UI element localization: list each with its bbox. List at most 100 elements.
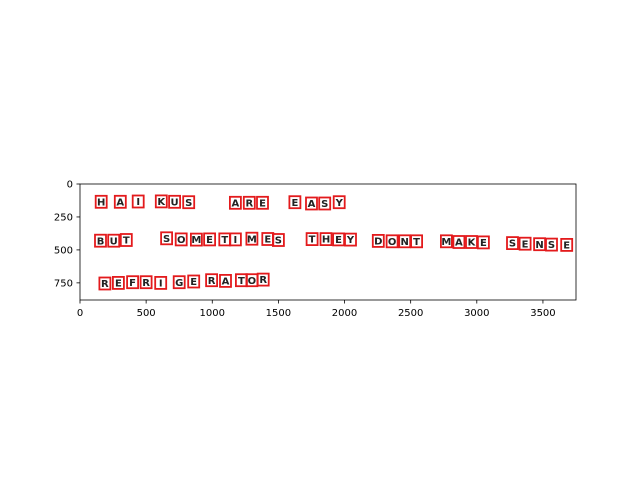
x-tick-label: 2500	[398, 308, 423, 319]
glyph-annotation: E	[187, 274, 201, 289]
glyph-letter: I	[159, 279, 163, 290]
glyph-letter: H	[322, 235, 330, 246]
bounding-box	[439, 234, 453, 249]
glyph-letter: I	[234, 235, 238, 246]
glyph-letter: R	[208, 276, 216, 287]
bounding-box	[172, 275, 186, 290]
glyph-annotation: I	[131, 194, 145, 209]
glyph-letter: E	[264, 235, 271, 246]
glyph-letter: O	[177, 235, 186, 246]
bounding-box	[506, 236, 519, 251]
bounding-box	[119, 233, 133, 247]
glyph-annotation: R	[98, 276, 112, 291]
glyph-letter: E	[563, 241, 570, 252]
bounding-box	[410, 234, 424, 249]
glyph-letter: T	[413, 237, 420, 248]
bounding-box	[174, 232, 188, 247]
glyph-annotation: R	[256, 272, 270, 287]
glyph-annotation: S	[545, 237, 558, 252]
bounding-box	[182, 195, 196, 210]
bounding-box	[203, 232, 217, 247]
bounding-box	[319, 232, 333, 247]
bounding-box	[452, 235, 466, 249]
x-tick-label: 3500	[530, 308, 555, 319]
glyph-annotation: T	[119, 233, 133, 247]
y-tick-label: 250	[54, 212, 73, 223]
glyph-letter: U	[110, 236, 118, 247]
y-axis: 0 250 500 750	[54, 180, 80, 289]
glyph-annotation: K	[154, 194, 168, 209]
glyph-annotation: R	[205, 273, 219, 288]
y-tick-label: 0	[67, 180, 73, 191]
glyph-letter: E	[291, 198, 298, 209]
bounding-box	[154, 275, 168, 290]
glyph-annotation: S	[318, 196, 332, 211]
glyph-annotation: T	[410, 234, 424, 249]
glyph-letter: T	[123, 236, 130, 247]
glyph-annotation: O	[385, 234, 399, 249]
bounding-box	[256, 272, 270, 287]
glyph-letter: A	[455, 238, 463, 249]
glyph-letter: R	[101, 279, 109, 290]
glyph-annotation: A	[113, 194, 127, 209]
glyph-letter: S	[185, 198, 192, 209]
glyph-letter: E	[522, 239, 529, 250]
glyph-annotation: R	[139, 275, 153, 290]
glyph-letter: G	[175, 278, 183, 289]
bounding-box	[318, 196, 332, 211]
glyph-letter: H	[97, 197, 105, 208]
glyph-letter: K	[468, 238, 477, 249]
glyph-letter: M	[441, 237, 451, 248]
y-tick-label: 500	[54, 245, 73, 256]
bounding-box	[113, 194, 127, 209]
glyph-letter: S	[509, 239, 516, 250]
glyph-letter: K	[157, 197, 166, 208]
glyph-annotation: S	[160, 231, 174, 246]
bounding-box	[107, 233, 121, 248]
bounding-box	[533, 237, 546, 252]
annotation-marks: H A I K U S A R E E A S YB U T S O M E T I M E S T H E Y D O N T M A K E S E N…	[94, 194, 574, 291]
glyph-annotation: Y	[332, 195, 346, 210]
glyph-annotation: A	[228, 195, 242, 210]
glyph-annotation: N	[533, 237, 546, 252]
bounding-box	[187, 274, 201, 289]
glyph-letter: O	[388, 237, 397, 248]
bounding-box	[98, 276, 112, 291]
glyph-annotation: S	[506, 236, 519, 251]
bounding-box	[139, 275, 153, 290]
glyph-letter: U	[171, 197, 179, 208]
glyph-annotation: O	[245, 273, 259, 288]
y-tick-label: 750	[54, 278, 73, 289]
bounding-box	[242, 195, 256, 210]
glyph-letter: R	[142, 278, 150, 289]
bounding-box	[205, 273, 219, 288]
glyph-letter: Y	[346, 235, 355, 246]
bounding-box	[560, 237, 574, 252]
glyph-letter: E	[190, 277, 197, 288]
glyph-letter: S	[321, 199, 328, 210]
glyph-letter: F	[129, 278, 136, 289]
glyph-annotation: Y	[344, 232, 357, 247]
glyph-annotation: H	[319, 232, 333, 247]
x-tick-label: 1000	[200, 308, 225, 319]
glyph-letter: S	[163, 234, 170, 245]
glyph-letter: E	[206, 235, 213, 246]
glyph-annotation: K	[465, 235, 478, 249]
glyph-letter: T	[238, 276, 245, 287]
glyph-letter: A	[232, 198, 240, 209]
glyph-annotation: E	[112, 275, 125, 290]
bounding-box	[385, 234, 399, 249]
glyph-annotation: M	[189, 232, 203, 247]
bounding-box	[332, 195, 346, 210]
glyph-annotation: M	[245, 231, 259, 246]
bounding-box	[545, 237, 558, 252]
glyph-letter: T	[221, 235, 228, 246]
glyph-letter: B	[97, 236, 105, 247]
glyph-letter: T	[309, 235, 316, 246]
